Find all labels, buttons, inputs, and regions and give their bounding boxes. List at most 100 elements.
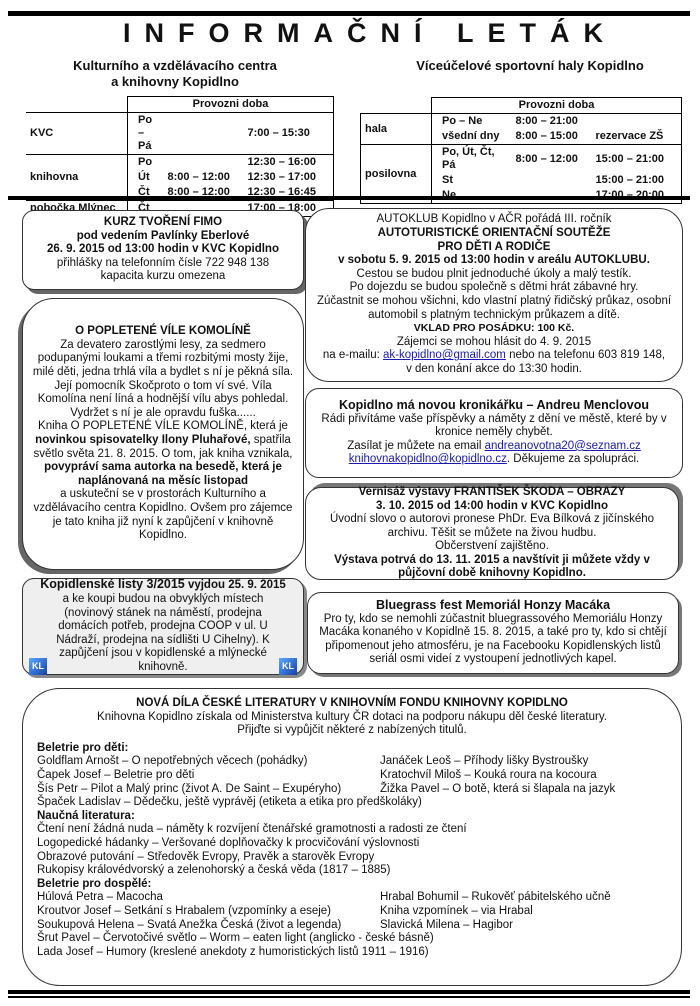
listy-date: vyjdou 25. 9. 2015 (184, 579, 286, 592)
literature-intro: Knihovna Kopidlno získala od Ministerstv… (97, 710, 607, 723)
komoline-venue: a uskuteční se v prostorách Kulturního a… (33, 488, 293, 542)
hours-cell: 12:30 – 17:00 (243, 170, 334, 185)
table-header: Provozni doba (431, 97, 682, 114)
kl-logo-icon: KL (279, 657, 297, 675)
literature-row: Šís Petr – Pilot a Malý princ (život A. … (37, 783, 667, 797)
bluegrass-box: Bluegrass fest Memoriál Honzy Macáka Pro… (307, 592, 679, 674)
fimo-course-box: KURZ TVOŘENÍ FIMO pod vedením Pavlínky E… (22, 210, 304, 290)
literature-section-heading: Beletrie pro dospělé: (37, 877, 152, 890)
autoklub-text: Cestou se budou plnit jednoduché úkoly a… (356, 267, 632, 280)
autoklub-text: v den konání akce do 13:30 hodin. (406, 362, 582, 375)
hours-cell: 8:00 – 15:00 (511, 129, 592, 145)
kopidlenske-listy-box: Kopidlenské listy 3/2015 vyjdou 25. 9. 2… (22, 578, 304, 675)
chronicler-contact: Zasílat je můžete na email andreanovotna… (314, 440, 674, 467)
hall-hours-table: Provozni doba hala Po – Ne 8:00 – 21:00 všed… (360, 97, 682, 204)
autoklub-deadline: Zájemci se mohou hlásit do 4. 9. 2015 (396, 335, 592, 348)
book-title: Logopedické hádanky – Veršované doplňova… (37, 836, 420, 849)
hours-cell: 12:30 – 16:00 (243, 154, 334, 170)
literature-list: Beletrie pro děti: Goldflam Arnošt – O ne… (37, 742, 667, 960)
kvc-heading-line: Kulturního a vzdělávacího centra (73, 58, 277, 73)
top-rule (8, 11, 690, 16)
hours-cell: Po – Pá (127, 112, 164, 155)
place-cell: hala (360, 113, 432, 145)
place-cell: knihovna (26, 154, 128, 201)
hours-cell (591, 113, 682, 129)
book-title: Slavická Milena – Hagibor (380, 918, 513, 931)
autoklub-fee: VKLAD PRO POSÁDKU: 100 Kč. (413, 322, 575, 335)
library-email-link[interactable]: knihovnakopidlno@kopidlno.cz (348, 453, 507, 466)
literature-row: Obrazové putování – Středověk Evropy, Pr… (37, 851, 667, 865)
table-row: všední dny 8:00 – 15:00 rezervace ZŠ (361, 129, 682, 145)
table-row: St 15:00 – 21:00 (361, 173, 682, 188)
fimo-leader: pod vedením Pavlínky Eberlové (76, 229, 250, 242)
hours-cell: Po – Ne (431, 113, 512, 129)
table-header: Provozni doba (127, 96, 334, 113)
autoklub-box: AUTOKLUB Kopidlno v AČR pořádá III. ročn… (305, 208, 683, 382)
literature-section-heading: Beletrie pro děti: (37, 741, 129, 754)
literature-row: Špaček Ladislav – Dědečku, ještě vyprávě… (37, 796, 667, 810)
table-row: posilovna Po, Út, Čt, Pá 8:00 – 12:00 15:00… (360, 144, 682, 204)
book-title: Goldflam Arnošt – O nepotřebných věcech … (37, 755, 308, 768)
autoklub-intro: AUTOKLUB Kopidlno v AČR pořádá III. ročn… (376, 213, 612, 226)
hours-cell: 15:00 – 21:00 (591, 173, 682, 188)
vernisage-text: Úvodní slovo o autorovi pronese PhDr. Ev… (329, 513, 655, 539)
book-title: Rukopisy královédvorský a zelenohorský a… (37, 864, 391, 877)
chronicler-box: Kopidlno má novou kronikářku – Andreu Me… (305, 388, 683, 478)
literature-row: Logopedické hádanky – Veršované doplňova… (37, 837, 667, 851)
vernisage-text: Občerstvení zajištěno. (435, 540, 549, 553)
fimo-title: KURZ TVOŘENÍ FIMO (103, 216, 223, 229)
autoklub-title: AUTOTURISTICKÉ ORIENTAČNÍ SOUTĚŽE (377, 227, 611, 240)
hours-cell (512, 173, 592, 188)
book-title: Špaček Ladislav – Dědečku, ještě vyprávě… (37, 796, 422, 809)
literature-row: Lada Josef – Humory (kreslené anekdoty z… (37, 946, 667, 960)
author: novinkou spisovatelky Ilony Pluhařové, (35, 434, 251, 446)
hours-cell: všední dny (431, 129, 512, 145)
book-title: Čtení není žádná nuda – náměty k rozvíje… (37, 823, 467, 836)
hours-cell: Út (138, 171, 150, 183)
vernisage-title: Vernisáž výstavy FRANTIŠEK ŠKODA – OBRAZ… (358, 485, 626, 498)
listy-text: a ke koupi budou na obvyklých místech (n… (56, 593, 270, 673)
literature-box: NOVÁ DÍLA ČESKÉ LITERATURY V KNIHOVNÍM F… (22, 688, 682, 986)
vernisage-duration: Výstava potrvá do 13. 11. 2015 a navštív… (334, 553, 650, 580)
blank-cell (361, 98, 432, 114)
hours-cell: rezervace ZŠ (591, 129, 682, 145)
bluegrass-title: Bluegrass fest Memoriál Honzy Macáka (375, 598, 611, 613)
literature-row: Húlová Petra – Macocha Hrabal Bohumil – R… (37, 891, 667, 905)
book-title: Šís Petr – Pilot a Malý princ (život A. … (37, 782, 342, 795)
book-title: Žižka Pavel – O botě, která si šlapala n… (380, 782, 616, 795)
literature-intro: Přijďte si vypůjčit některé z nabízených… (237, 724, 467, 737)
hours-cell: 8:00 – 12:00 (511, 144, 592, 173)
text: spatřila světlo světa 21. 8. 2015. O tom… (33, 434, 293, 460)
literature-row: Goldflam Arnošt – O nepotřebných věcech … (37, 755, 667, 769)
place-cell: KVC (26, 112, 128, 155)
kvc-heading-line: a knihovny Kopidlno (111, 74, 239, 89)
literature-row: Šrut Pavel – Červotočivé světlo – Worm –… (37, 932, 667, 946)
fimo-date: 26. 9. 2015 od 13:00 hodin v KVC Kopidln… (47, 243, 279, 256)
text: . Děkujeme za spolupráci. (506, 453, 640, 466)
table-row: Út 8:00 – 12:00 12:30 – 17:00 (26, 170, 334, 185)
hours-cell: 8:00 – 21:00 (511, 113, 592, 129)
literature-row: Čapek Josef – Beletrie pro děti Kratochví… (37, 769, 667, 783)
book-title: Obrazové putování – Středověk Evropy, Pr… (37, 850, 375, 863)
listy-headline: Kopidlenské listy 3/2015 vyjdou 25. 9. 2… (29, 578, 297, 593)
chronicler-email-link[interactable]: andreanovotna20@seznam.cz (484, 439, 641, 452)
autoklub-contact: na e-mailu: ak-kopidlno@gmail.com nebo n… (312, 349, 676, 363)
header-rule (8, 196, 690, 200)
literature-row: Soukupová Helena – Svatá Anežka Česká (ž… (37, 919, 667, 933)
vernisage-date: 3. 10. 2015 od 14:00 hodin v KVC Kopidln… (376, 499, 608, 512)
hours-cell: Po, Út, Čt, Pá (431, 144, 512, 173)
hours-cell: 8:00 – 12:00 (167, 171, 230, 183)
book-title: Húlová Petra – Macocha (37, 891, 163, 904)
blank-cell (26, 97, 128, 113)
listy-issue: Kopidlenské listy 3/2015 (40, 577, 185, 592)
text: na e-mailu: (322, 349, 383, 362)
hours-cell: St (442, 174, 453, 186)
hours-cell (163, 112, 244, 155)
autoklub-email-link[interactable]: ak-kopidlno@gmail.com (382, 349, 506, 362)
hall-heading: Víceúčelové sportovní haly Kopidlno (416, 58, 644, 73)
hours-cell: 15:00 – 21:00 (591, 144, 682, 173)
book-title: Hrabal Bohumil – Rukověť pábitelského uč… (380, 891, 611, 904)
text: nebo na telefonu 603 819 148, (505, 349, 666, 362)
komoline-box: O POPLETENÉ VÍLE KOMOLÍNĚ Za devatero za… (22, 298, 304, 570)
bottom-rule (8, 990, 690, 994)
